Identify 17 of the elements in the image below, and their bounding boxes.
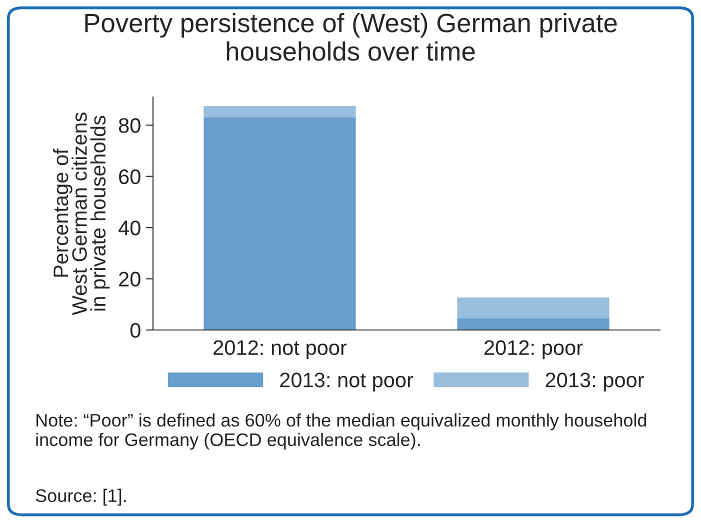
chart-title: Poverty persistence of (West) German private households over time <box>85 13 617 61</box>
legend-label: 2013: not poor <box>280 372 414 392</box>
x-tick-label: 2012: not poor <box>214 340 347 360</box>
y-tick-label: 80 <box>118 118 140 133</box>
y-tick-label: 40 <box>118 220 140 236</box>
legend-label: 2013: poor <box>546 372 644 392</box>
y-tick-label: 20 <box>119 272 140 287</box>
bar <box>457 297 610 318</box>
bar <box>457 318 610 330</box>
y-tick-label: 60 <box>119 169 140 184</box>
text: Note: “Poor” is defined as 60% of the median equivalized monthly household income for Germany (OECD equivalence scale). <box>36 413 646 450</box>
y-axis-title: Percentage of West German citizens in private households <box>52 112 110 316</box>
x-tick-label: 2012: poor <box>484 340 583 360</box>
source-note: Source: [1]. <box>36 488 126 506</box>
bar <box>204 106 356 118</box>
bar <box>204 117 356 330</box>
y-tick-label: 0 <box>130 323 140 338</box>
